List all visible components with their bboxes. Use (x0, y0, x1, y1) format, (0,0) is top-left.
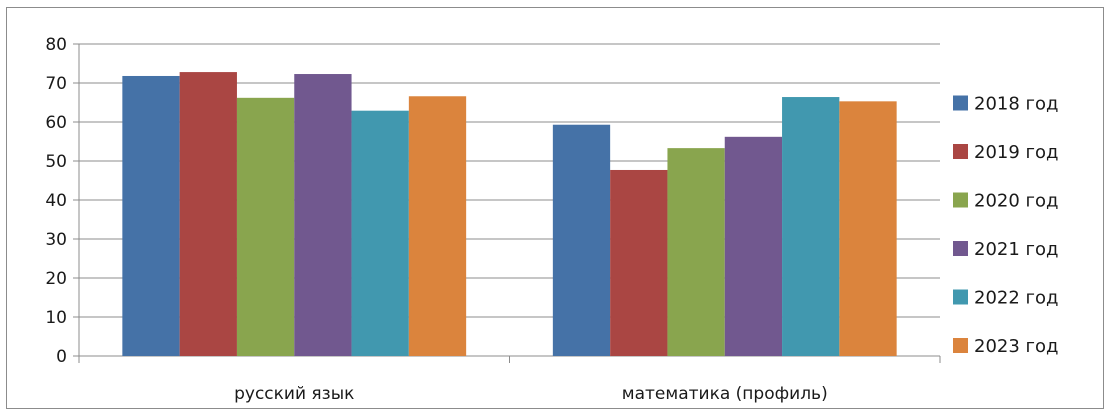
bar (610, 169, 668, 356)
legend-swatch (953, 192, 968, 208)
bar (552, 124, 611, 356)
y-tick-label: 80 (45, 35, 67, 55)
legend-label: 2022 год (974, 288, 1058, 309)
y-tick-label: 0 (56, 347, 67, 367)
bar (839, 101, 897, 356)
legend-label: 2021 год (974, 239, 1058, 260)
y-tick-label: 30 (45, 230, 67, 250)
y-tick-label: 60 (45, 113, 67, 133)
legend-swatch (953, 95, 968, 111)
x-category-label: математика (профиль) (622, 384, 828, 404)
bar (408, 96, 467, 356)
y-tick-label: 50 (45, 152, 67, 172)
legend-label: 2023 год (974, 336, 1058, 357)
legend-swatch (953, 241, 968, 256)
y-tick-label: 20 (45, 269, 67, 289)
y-tick-label: 10 (45, 308, 67, 328)
legend-label: 2019 год (974, 142, 1058, 163)
y-tick-label: 70 (45, 74, 67, 94)
legend-swatch (953, 144, 968, 159)
bar (122, 75, 180, 356)
bar (782, 97, 840, 356)
bar (294, 74, 352, 356)
x-category-label: русский язык (234, 384, 354, 404)
bar (351, 110, 409, 356)
bar (236, 97, 295, 356)
legend-swatch (953, 289, 968, 305)
legend-label: 2020 год (974, 191, 1058, 212)
bar (667, 148, 725, 356)
legend-swatch (953, 338, 968, 353)
legend-label: 2018 год (974, 94, 1058, 115)
bar (724, 136, 783, 356)
y-tick-label: 40 (45, 191, 67, 211)
bar (179, 72, 237, 356)
